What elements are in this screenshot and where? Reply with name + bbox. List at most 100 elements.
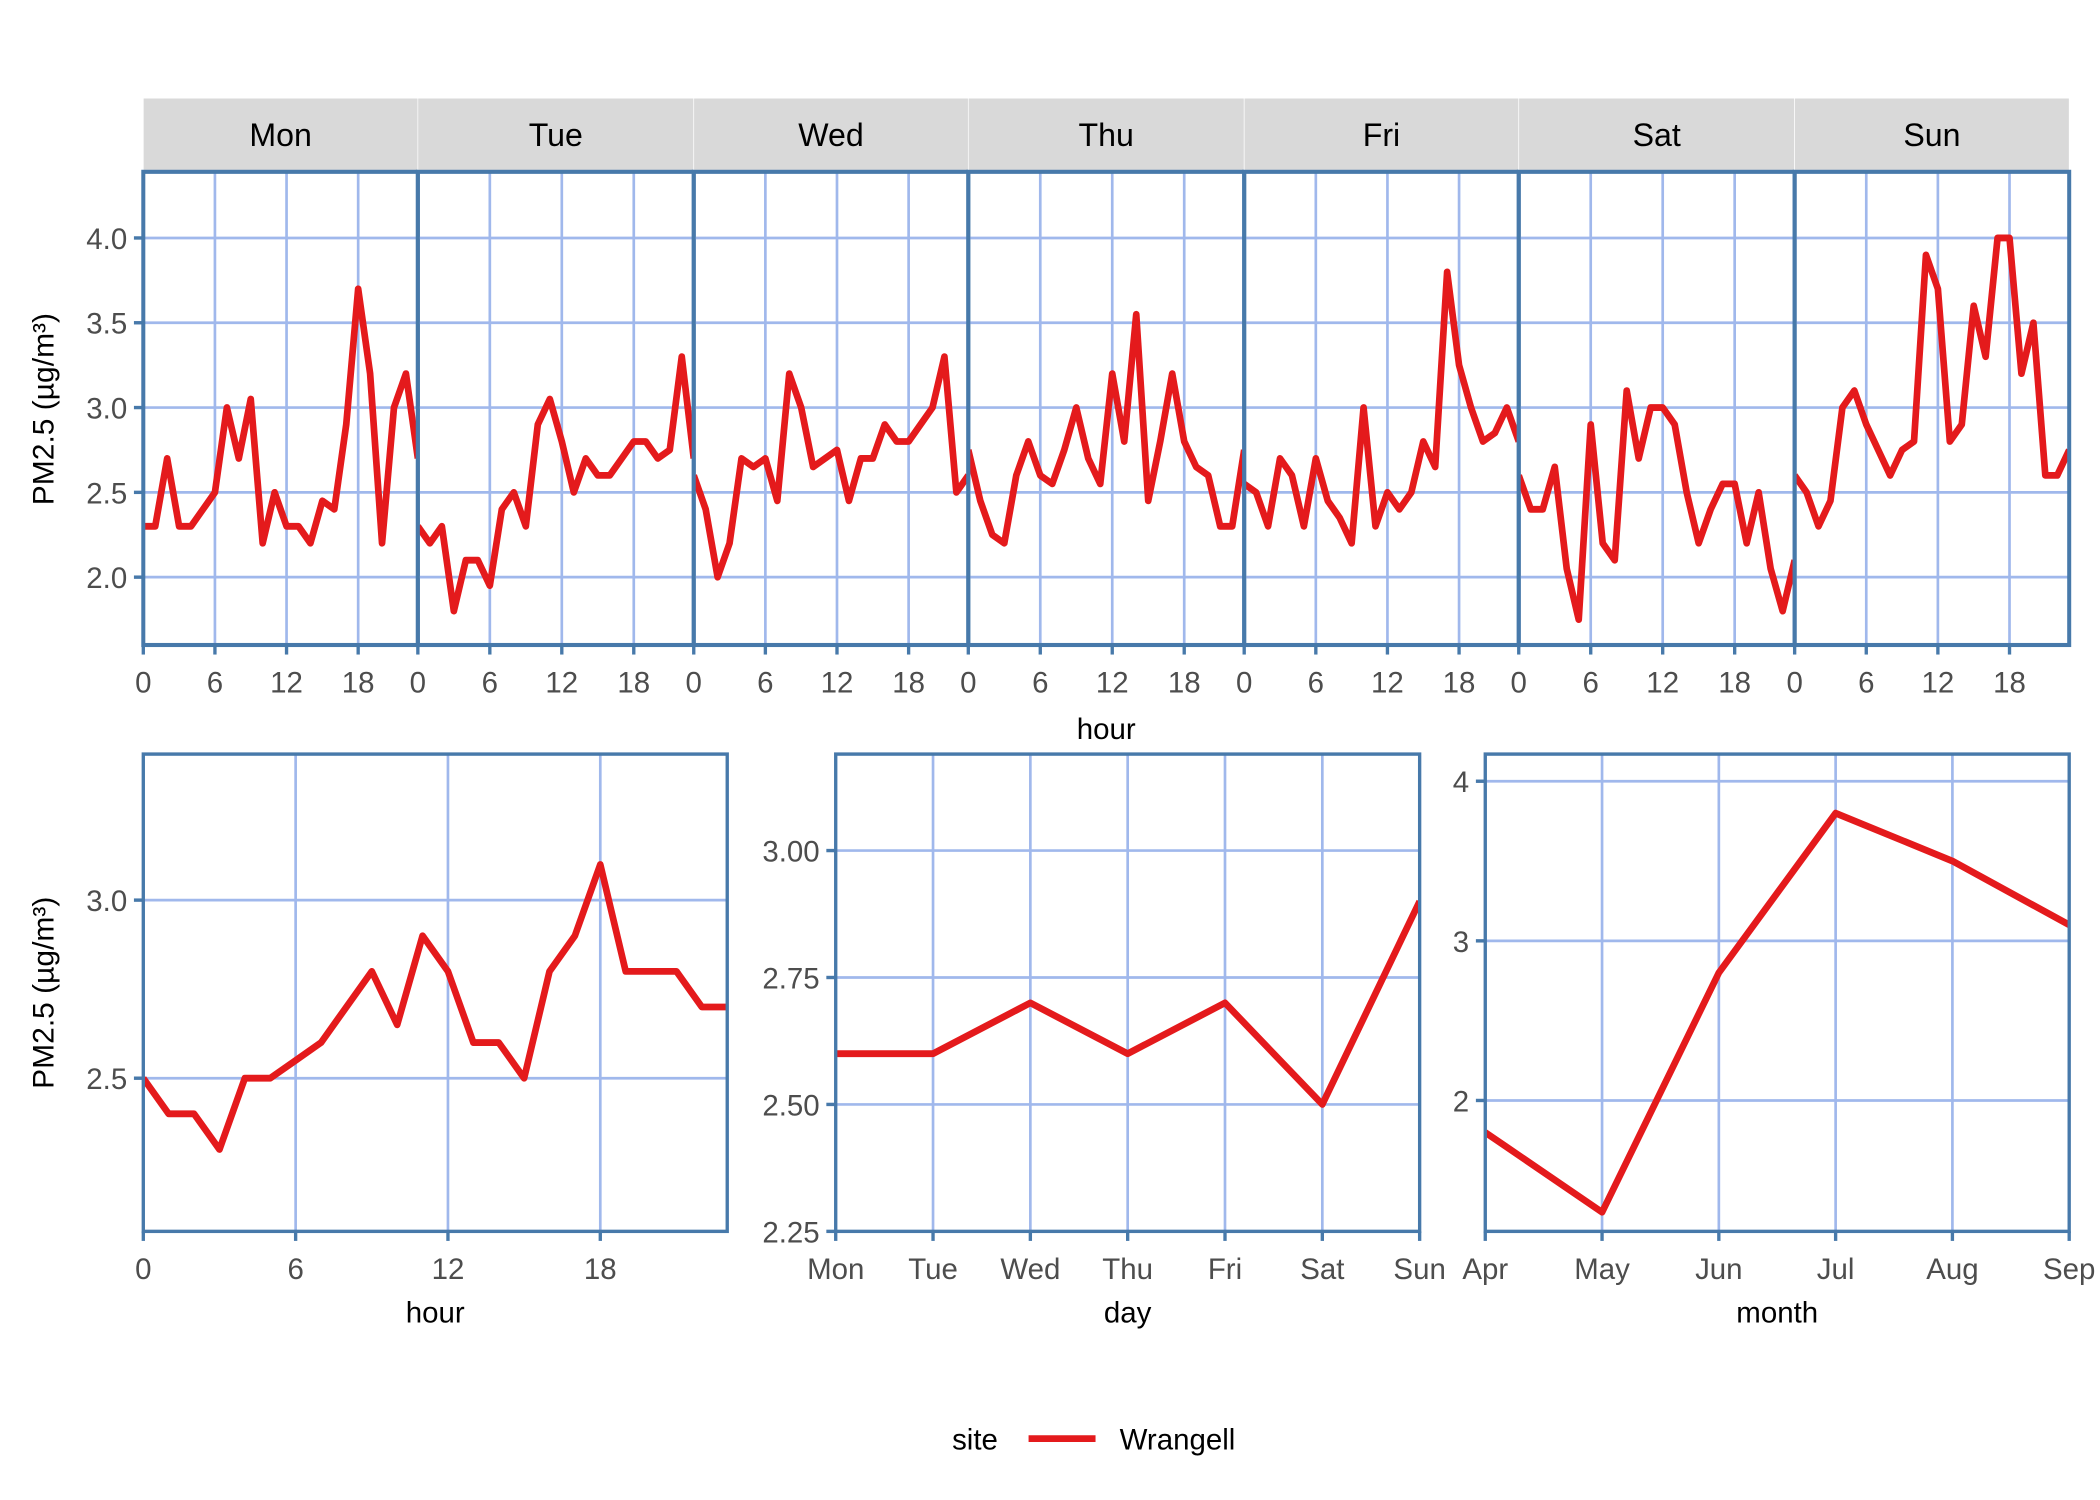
x-tick-label: 6 [1032,666,1048,699]
facet-panel-thu: 0 6 12 18 [960,169,1247,700]
facet-label: Wed [798,117,863,153]
x-tick-label: 0 [686,666,702,699]
facet-strip-tue [417,97,695,171]
y-tick-label: 4 [1453,766,1469,799]
facet-strip-wed [693,97,969,171]
y-tick-label: 4.0 [86,223,127,256]
facet-strip-mon [142,97,419,171]
hour-panel: 0 6 12 18 2.5 3.0 [86,752,729,1286]
x-tick-label: 0 [135,1253,151,1286]
y-tick-label: 3.0 [86,885,127,918]
y-tick-label: 2 [1453,1085,1469,1118]
facet-label: Tue [529,117,583,153]
x-tick-label: Sun [1393,1253,1445,1286]
x-tick-label: 0 [1786,666,1802,699]
x-tick-label: Apr [1462,1253,1508,1286]
y-tick-label: 3.0 [86,392,127,425]
x-tick-label: 18 [1718,666,1751,699]
x-tick-label: 0 [410,666,426,699]
y-tick-label: 2.75 [762,962,819,995]
facet-panel-wed: 0 6 12 18 [686,169,971,700]
x-tick-label: 18 [1993,666,2026,699]
day-panel: Mon Tue Wed Thu Fri Sat Sun 2.25 2.50 2.75 3.00 [762,752,1446,1286]
facet-panel-fri: 0 6 12 18 [1236,169,1521,700]
legend-entry: Wrangell [1120,1423,1236,1456]
x-axis-title: hour [406,1296,465,1329]
x-tick-label: 12 [545,666,578,699]
series-line-wrangell [417,353,694,615]
x-tick-label: Thu [1102,1253,1153,1286]
x-tick-label: 0 [1511,666,1527,699]
x-tick-label: Mon [807,1253,864,1286]
facet-strip-fri [1243,97,1520,171]
x-tick-label: 6 [207,666,223,699]
x-tick-label: 6 [757,666,773,699]
x-tick-label: 0 [1236,666,1252,699]
x-tick-label: 18 [1168,666,1201,699]
x-tick-label: May [1574,1253,1630,1286]
x-tick-label: Aug [1926,1253,1978,1286]
facet-panel-sun: 0 6 12 18 [1786,169,2072,700]
x-tick-label: 12 [1096,666,1129,699]
month-panel: Apr May Jun Jul Aug Sep 2 3 4 [1453,752,2095,1286]
x-axis-title: month [1736,1296,1818,1329]
facet-strip-sat [1518,97,1795,171]
x-tick-label: 12 [1922,666,1955,699]
facet-panel-tue: 0 6 12 18 [410,169,696,700]
x-tick-label: 12 [432,1253,465,1286]
facet-label: Sun [1903,117,1960,153]
x-tick-label: Sat [1300,1253,1345,1286]
x-tick-label: 18 [1443,666,1476,699]
series-line-wrangell [1794,234,2070,530]
x-tick-label: 18 [584,1253,617,1286]
legend-title: site [952,1423,998,1456]
series-line-wrangell [835,899,1420,1108]
y-tick-label: 2.5 [86,477,127,510]
series-line-wrangell [1518,387,1795,623]
panel-border [1792,169,2072,648]
facet-strip-thu [967,97,1245,171]
y-tick-label: 2.5 [86,1063,127,1096]
x-tick-label: 18 [342,666,375,699]
x-axis-title: hour [1077,713,1136,746]
x-tick-label: Tue [908,1253,958,1286]
x-tick-label: 6 [1858,666,1874,699]
series-line-wrangell [968,310,1245,547]
x-tick-label: 6 [287,1253,303,1286]
series-line-wrangell [143,861,728,1153]
y-tick-label: 2.25 [762,1216,819,1249]
x-tick-label: Jun [1695,1253,1742,1286]
x-tick-label: 18 [892,666,925,699]
facet-strip-sun [1794,97,2070,171]
x-axis-title: day [1104,1296,1152,1329]
series-line-wrangell [1485,809,2070,1216]
y-tick-label: 3.5 [86,307,127,340]
y-axis-title: PM2.5 (µg/m³) [28,313,61,505]
y-tick-label: 3 [1453,926,1469,959]
facet-label: Fri [1363,117,1400,153]
x-tick-label: Jul [1817,1253,1855,1286]
x-tick-label: 12 [821,666,854,699]
x-tick-label: 0 [135,666,151,699]
x-tick-label: 6 [1583,666,1599,699]
x-tick-label: Wed [1000,1253,1060,1286]
x-tick-label: Fri [1208,1253,1242,1286]
facet-panel-sat: 0 6 12 18 [1511,169,1797,700]
x-tick-label: 12 [1371,666,1404,699]
x-tick-label: 12 [1646,666,1679,699]
legend: site Wrangell [952,1423,1235,1456]
x-tick-label: 6 [1308,666,1324,699]
series-line-wrangell [1244,268,1519,547]
facet-label: Mon [249,117,312,153]
y-tick-label: 3.00 [762,835,819,868]
panel-border [1483,752,2071,1234]
x-tick-label: 0 [960,666,976,699]
x-tick-label: 12 [270,666,303,699]
series-line-wrangell [143,285,418,547]
facet-panel-mon: 0 6 12 18 2.0 2.5 3.0 3.5 4.0 [86,169,420,700]
x-tick-label: 18 [617,666,650,699]
panel-border [834,752,1422,1234]
y-axis-title: PM2.5 (µg/m³) [28,897,61,1089]
facet-label: Sat [1633,117,1681,153]
panel-border [141,752,729,1234]
